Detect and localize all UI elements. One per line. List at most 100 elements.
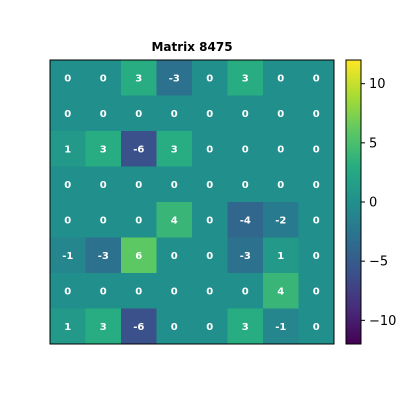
heatmap-cell [192,131,228,167]
cell-value-label: -4 [240,215,251,226]
cell-value-label: 0 [206,251,213,262]
cell-value-label: 0 [135,109,142,120]
cell-value-label: 0 [313,286,320,297]
cell-value-label: 6 [135,251,142,262]
cell-value-label: 0 [313,144,320,155]
cell-value-label: 4 [171,215,178,226]
heatmap-cell [298,273,335,309]
cell-value-label: 0 [171,286,178,297]
cell-value-label: 0 [100,215,107,226]
cell-value-label: 0 [135,286,142,297]
heatmap-cell [156,308,193,345]
heatmap-cell [298,237,335,274]
heatmap-cell [50,237,86,274]
heatmap-cell [298,95,335,132]
heatmap-cell [263,202,299,238]
cell-value-label: 0 [171,322,178,333]
heatmap-cell [50,166,86,203]
cell-value-label: 3 [100,144,107,155]
cell-value-label: -6 [133,144,144,155]
heatmap-cell [298,308,335,345]
heatmap-cell [50,273,86,309]
cell-value-label: 0 [206,109,213,120]
heatmap-cell [50,60,86,96]
cell-value-label: 3 [135,73,142,84]
colorbar-tick-label: 0 [369,196,377,211]
heatmap-cell [156,131,193,167]
cell-value-label: 0 [313,251,320,262]
cell-value-label: 0 [313,215,320,226]
cell-value-label: 0 [277,144,284,155]
cell-value-label: 0 [135,180,142,191]
cell-value-label: 0 [100,180,107,191]
chart-title: Matrix 8475 [151,40,232,54]
heatmap-cell [298,60,335,96]
cell-value-label: 0 [206,215,213,226]
heatmap-cell [156,95,193,132]
heatmap-cell [85,237,122,274]
cell-value-label: 0 [206,180,213,191]
cell-value-label: -3 [240,251,251,262]
heatmap-cell [121,273,157,309]
heatmap-cell [298,202,335,238]
heatmap-cell [192,273,228,309]
cell-value-label: 0 [64,180,71,191]
cell-value-label: -1 [62,251,73,262]
heatmap-cell [227,273,264,309]
cell-value-label: 0 [242,286,249,297]
cell-value-label: 0 [171,180,178,191]
cell-value-label: 1 [277,251,284,262]
cell-value-label: 0 [242,144,249,155]
heatmap-cell [227,60,264,96]
heatmap-cell [192,166,228,203]
cell-value-label: 0 [242,109,249,120]
cell-value-label: 0 [171,109,178,120]
heatmap-cell [227,166,264,203]
colorbar-tick-label: 10 [369,77,386,92]
cell-value-label: 0 [206,73,213,84]
heatmap-cell [121,237,157,274]
cell-value-label: 0 [313,180,320,191]
heatmap-cell [192,308,228,345]
heatmap-cell [85,60,122,96]
heatmap-cell [121,95,157,132]
heatmap-cell [227,237,264,274]
heatmap-cell [263,273,299,309]
cell-value-label: 0 [313,73,320,84]
heatmap-cell [121,308,157,345]
heatmap-cell [50,202,86,238]
cell-value-label: -2 [275,215,286,226]
heatmap-cell [263,166,299,203]
cell-value-label: 0 [277,73,284,84]
heatmap-cell [227,95,264,132]
heatmap-cell [85,308,122,345]
cell-value-label: 0 [277,109,284,120]
cell-value-label: 0 [100,286,107,297]
heatmap-cell [121,60,157,96]
cell-value-label: 0 [64,215,71,226]
cell-value-label: 3 [242,73,249,84]
cell-value-label: -1 [275,322,286,333]
heatmap-cell [263,60,299,96]
colorbar-tick-label: 5 [369,136,377,151]
heatmap-cells: 0 0 3 -3 0 3 0 0 0 0 0 0 0 0 0 0 1 3 -6 3 0 0 0 0 0 0 0 0 0 0 0 0 0 0 0 4 0 -… [50,60,335,345]
heatmap-cell [263,308,299,345]
cell-value-label: 1 [64,322,71,333]
heatmap-cell [227,308,264,345]
heatmap-cell [298,131,335,167]
heatmap-cell [263,131,299,167]
colorbar [345,59,362,345]
heatmap-cell [85,202,122,238]
cell-value-label: 0 [100,109,107,120]
heatmap-cell [85,95,122,132]
cell-value-label: 1 [64,144,71,155]
heatmap-cell [156,237,193,274]
heatmap-cell [121,166,157,203]
cell-value-label: -3 [98,251,109,262]
cell-value-label: 3 [100,322,107,333]
cell-value-label: -6 [133,322,144,333]
heatmap-cell [227,202,264,238]
cell-value-label: 0 [206,144,213,155]
heatmap-cell [156,202,193,238]
